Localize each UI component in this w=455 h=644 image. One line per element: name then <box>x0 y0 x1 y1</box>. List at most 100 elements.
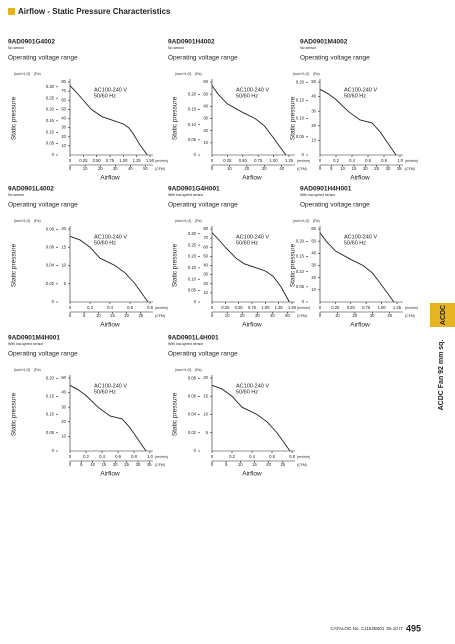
chart-subtitle: No sensor <box>8 193 25 197</box>
x-tick-label: 0 <box>319 158 322 163</box>
x-tick-label: 0 <box>211 158 214 163</box>
chart-title: 9AD0901G4002 <box>8 39 55 46</box>
x2-tick-label: 0 <box>211 313 214 318</box>
x-tick-label: 0.50 <box>235 305 244 310</box>
curve <box>211 384 291 452</box>
y-tick-label: 50 <box>311 238 316 243</box>
x-tick-label: 0.6 <box>127 305 133 310</box>
annotation: 50/60 Hz <box>236 240 258 246</box>
x2-tick-label: 10 <box>335 313 340 318</box>
page-number: 495 <box>406 623 421 633</box>
y-tick-label: 50 <box>61 375 66 380</box>
chart-caption: Operating voltage range <box>300 202 370 209</box>
y-tick-label: 70 <box>61 88 66 93</box>
curve <box>69 85 148 156</box>
y2-tick-label: 0.05 <box>188 137 197 142</box>
x-tick-label: 1.25 <box>285 158 294 163</box>
y2-tick-label: 0 <box>194 152 197 157</box>
y2-tick-label: 0.06 <box>188 394 197 399</box>
x2-tick-label: 25 <box>280 462 285 467</box>
y2-tick-label: 0.15 <box>188 265 197 270</box>
y2-unit: (inch H₂O) <box>14 72 30 76</box>
x-tick-label: 0.8 <box>381 158 387 163</box>
y-unit: (Pa) <box>313 72 320 76</box>
x-tick-label: 0 <box>211 454 214 459</box>
y-tick-label: 40 <box>203 103 208 108</box>
x2-tick-label: 0 <box>211 166 214 171</box>
chart-subtitle: With low-speed sensor <box>300 193 336 197</box>
chart-subtitle: No sensor <box>168 46 185 50</box>
x-tick-label: 0 <box>69 158 72 163</box>
x2-unit: (CFM) <box>297 314 307 318</box>
x2-tick-label: 10 <box>225 313 230 318</box>
annotation: AC100-240 V <box>236 87 269 93</box>
x2-tick-label: 20 <box>98 166 103 171</box>
annotation: AC100-240 V <box>94 234 127 240</box>
x-tick-label: 0.8 <box>131 454 137 459</box>
x2-tick-label: 40 <box>279 166 284 171</box>
y2-unit: (inch H₂O) <box>14 368 30 372</box>
y-tick-label: 20 <box>311 123 316 128</box>
y2-unit: (inch H₂O) <box>175 368 191 372</box>
y-tick-label: 50 <box>311 79 316 84</box>
x-tick-label: 0.75 <box>254 158 263 163</box>
y-tick-label: 5 <box>64 281 67 286</box>
curve <box>319 88 397 156</box>
y-tick-label: 5 <box>206 430 209 435</box>
annotation: AC100-240 V <box>94 87 127 93</box>
chart-subtitle: No sensor <box>8 46 25 50</box>
chart-caption: Operating voltage range <box>8 351 78 358</box>
x-tick-label: 0.6 <box>269 454 275 459</box>
x2-tick-label: 10 <box>238 462 243 467</box>
y-axis-label: Static pressure <box>290 243 297 287</box>
annotation: 50/60 Hz <box>94 240 116 246</box>
x2-unit: (CFM) <box>155 463 165 467</box>
y2-tick-label: 0.05 <box>296 134 305 139</box>
y-tick-label: 70 <box>203 235 208 240</box>
y-tick-label: 20 <box>61 226 66 231</box>
x2-tick-label: 40 <box>270 313 275 318</box>
y-axis-label: Static pressure <box>290 96 297 140</box>
y2-tick-label: 0.25 <box>188 242 197 247</box>
y2-tick-label: 0.20 <box>296 79 305 84</box>
x-tick-label: 1.00 <box>119 158 128 163</box>
y2-tick-label: 0.04 <box>46 263 55 268</box>
x-tick-label: 0.2 <box>83 454 89 459</box>
y2-tick-label: 0.25 <box>46 95 55 100</box>
chart-subtitle: With low-speed sensor <box>8 342 44 346</box>
y2-tick-label: 0.15 <box>46 118 55 123</box>
chart-title: 9AD0901G4H001 <box>168 186 220 193</box>
annotation: AC100-240 V <box>344 234 377 240</box>
x2-tick-label: 30 <box>255 313 260 318</box>
x2-tick-label: 35 <box>397 166 402 171</box>
x-tick-label: 1.50 <box>288 305 297 310</box>
x2-tick-label: 0 <box>211 462 214 467</box>
x2-tick-label: 40 <box>128 166 133 171</box>
x-axis-label: Airflow <box>100 471 120 478</box>
y-tick-label: 10 <box>203 140 208 145</box>
x2-tick-label: 15 <box>102 462 107 467</box>
y2-tick-label: 0 <box>52 448 55 453</box>
x-tick-label: 1.00 <box>377 305 386 310</box>
x-tick-label: 0.50 <box>239 158 248 163</box>
x2-tick-label: 20 <box>240 313 245 318</box>
y-tick-label: 15 <box>203 393 208 398</box>
x2-tick-label: 50 <box>143 166 148 171</box>
chart-caption: Operating voltage range <box>300 55 370 62</box>
x-tick-label: 0.8 <box>289 454 295 459</box>
x2-tick-label: 10 <box>96 313 101 318</box>
y2-tick-label: 0.10 <box>296 116 305 121</box>
y-tick-label: 60 <box>203 79 208 84</box>
y2-tick-label: 0.10 <box>296 269 305 274</box>
y-unit: (Pa) <box>34 219 41 223</box>
x-tick-label: 0 <box>69 305 72 310</box>
y2-tick-label: 0 <box>302 299 305 304</box>
y2-tick-label: 0.15 <box>46 394 55 399</box>
y2-tick-label: 0.15 <box>188 107 197 112</box>
x-unit: (m³/min) <box>155 306 168 310</box>
y-axis-label: Static pressure <box>172 96 179 140</box>
y2-tick-label: 0 <box>52 152 55 157</box>
annotation: 50/60 Hz <box>344 240 366 246</box>
annotation: AC100-240 V <box>344 87 377 93</box>
